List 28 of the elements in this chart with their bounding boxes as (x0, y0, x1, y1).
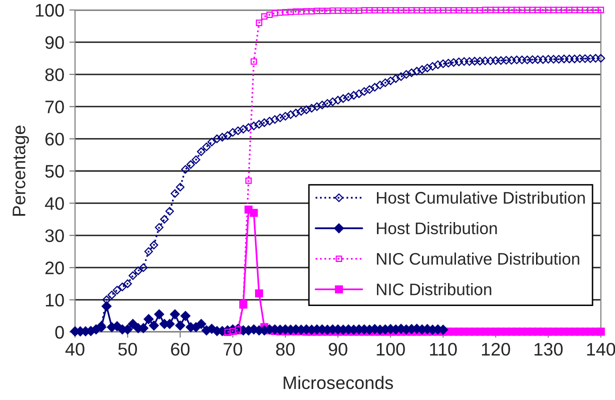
x-tick-label: 40 (65, 342, 84, 356)
y-tick-label: 90 (45, 36, 64, 49)
legend-label: Host Distribution (376, 222, 497, 234)
x-axis-title: Microseconds (284, 376, 393, 390)
y-tick-label: 40 (44, 197, 64, 210)
y-tick-label: 70 (45, 100, 64, 114)
x-tick-label: 120 (482, 342, 510, 356)
y-tick-label: 20 (45, 262, 64, 274)
x-tick-label: 140 (587, 342, 615, 356)
x-tick-label: 110 (430, 342, 457, 356)
y-tick-label: 0 (55, 326, 64, 339)
y-tick-label: 60 (45, 132, 64, 146)
x-tick-label: 80 (276, 342, 295, 356)
y-axis-title: Percentage (12, 126, 29, 216)
legend-label: NIC Distribution (376, 283, 492, 296)
y-tick-label: 80 (45, 68, 64, 82)
legend-label: Host Cumulative Distribution (376, 191, 585, 204)
y-tick-label: 100 (36, 4, 64, 17)
y-tick-label: 30 (45, 229, 64, 242)
x-tick-label: 70 (224, 342, 242, 356)
x-tick-label: 100 (376, 342, 405, 356)
x-tick-label: 50 (118, 342, 137, 356)
legend-label: NIC Cumulative Distribution (376, 252, 580, 265)
y-tick-label: 10 (46, 294, 64, 307)
y-tick-label: 50 (45, 164, 64, 178)
x-tick-label: 130 (534, 342, 563, 356)
x-tick-label: 90 (328, 342, 348, 356)
x-tick-label: 60 (171, 342, 190, 356)
